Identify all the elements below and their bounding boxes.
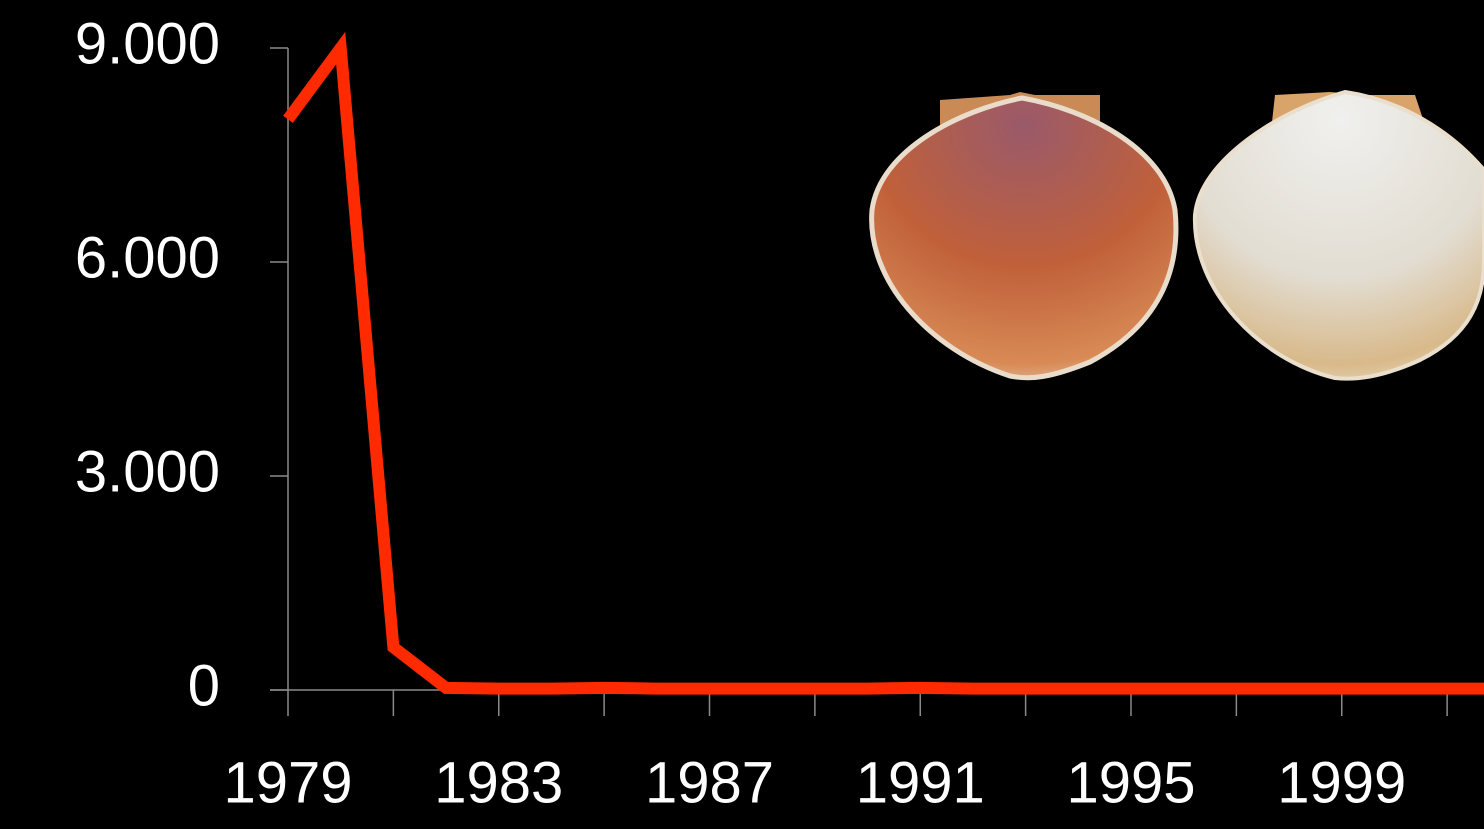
shell-images (869, 89, 1484, 381)
y-tick-label: 0 (188, 653, 220, 718)
x-tick-label: 1999 (1277, 750, 1406, 815)
y-tick-label: 6.000 (75, 225, 220, 290)
shell-right-body (1192, 89, 1484, 381)
x-tick-label: 1979 (223, 750, 352, 815)
x-tick-label: 1987 (645, 750, 774, 815)
shell-left-body (869, 95, 1179, 381)
y-tick-label: 3.000 (75, 439, 220, 504)
y-tick-label: 9.000 (75, 11, 220, 76)
x-tick-label: 1983 (434, 750, 563, 815)
data-line (283, 31, 1484, 695)
x-tick-label: 1991 (856, 750, 985, 815)
x-tick-label: 1995 (1066, 750, 1195, 815)
